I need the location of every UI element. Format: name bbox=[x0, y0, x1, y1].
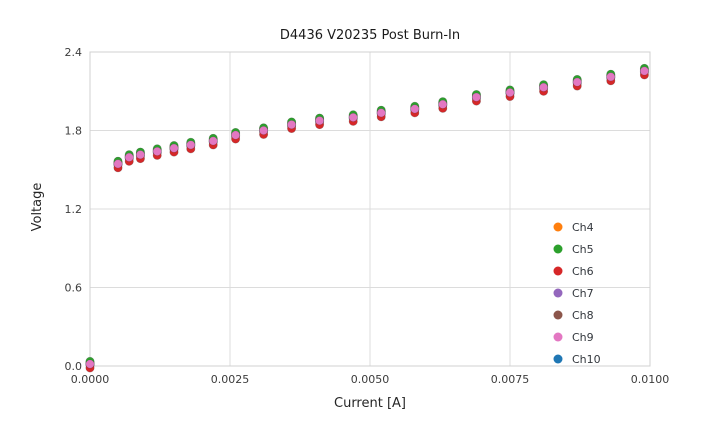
data-point-ch9 bbox=[505, 88, 515, 98]
y-tick-label: 1.8 bbox=[65, 125, 83, 138]
legend-label-ch6: Ch6 bbox=[572, 265, 594, 278]
x-tick-label: 0.0000 bbox=[71, 373, 110, 386]
y-tick-label: 0.0 bbox=[65, 360, 83, 373]
data-point-ch9 bbox=[471, 92, 481, 102]
data-point-ch9 bbox=[287, 120, 297, 130]
legend-label-ch4: Ch4 bbox=[572, 221, 594, 234]
data-point-ch9 bbox=[124, 152, 134, 162]
legend-marker-ch5 bbox=[553, 244, 563, 254]
x-tick-label: 0.0025 bbox=[211, 373, 250, 386]
legend-label-ch5: Ch5 bbox=[572, 243, 594, 256]
x-tick-label: 0.0075 bbox=[491, 373, 530, 386]
chart-title: D4436 V20235 Post Burn-In bbox=[279, 28, 461, 43]
legend-marker-ch6 bbox=[553, 266, 563, 276]
legend-label-ch9: Ch9 bbox=[572, 331, 594, 344]
legend-marker-ch4 bbox=[553, 222, 563, 232]
legend-marker-ch7 bbox=[553, 288, 563, 298]
x-axis-label: Current [A] bbox=[334, 396, 406, 411]
data-point-ch9 bbox=[572, 77, 582, 87]
x-tick-label: 0.0050 bbox=[351, 373, 390, 386]
x-tick-label: 0.0100 bbox=[631, 373, 670, 386]
y-tick-label: 1.2 bbox=[65, 203, 83, 216]
data-point-ch9 bbox=[186, 140, 196, 150]
data-point-ch9 bbox=[152, 146, 162, 156]
data-point-ch9 bbox=[169, 143, 179, 153]
data-point-ch9 bbox=[113, 159, 123, 169]
legend-label-ch10: Ch10 bbox=[572, 353, 601, 366]
data-point-ch9 bbox=[606, 72, 616, 82]
data-point-ch9 bbox=[85, 359, 95, 369]
data-point-ch9 bbox=[639, 66, 649, 76]
y-axis-label: Voltage bbox=[30, 182, 45, 232]
data-point-ch9 bbox=[135, 150, 145, 160]
legend-label-ch7: Ch7 bbox=[572, 287, 594, 300]
plot-border bbox=[89, 51, 651, 367]
data-point-ch9 bbox=[410, 104, 420, 114]
data-point-ch9 bbox=[231, 130, 241, 140]
data-point-ch9 bbox=[208, 136, 218, 146]
legend-marker-ch9 bbox=[553, 332, 563, 342]
y-tick-label: 0.6 bbox=[65, 282, 83, 295]
data-point-ch9 bbox=[539, 82, 549, 92]
legend-marker-ch10 bbox=[553, 354, 563, 364]
legend-label-ch8: Ch8 bbox=[572, 309, 594, 322]
y-tick-label: 2.4 bbox=[65, 46, 83, 59]
legend-marker-ch8 bbox=[553, 310, 563, 320]
data-point-ch9 bbox=[348, 112, 358, 122]
data-point-ch9 bbox=[376, 108, 386, 118]
data-point-ch9 bbox=[315, 116, 325, 126]
data-point-ch9 bbox=[259, 126, 269, 136]
data-point-ch9 bbox=[438, 99, 448, 109]
